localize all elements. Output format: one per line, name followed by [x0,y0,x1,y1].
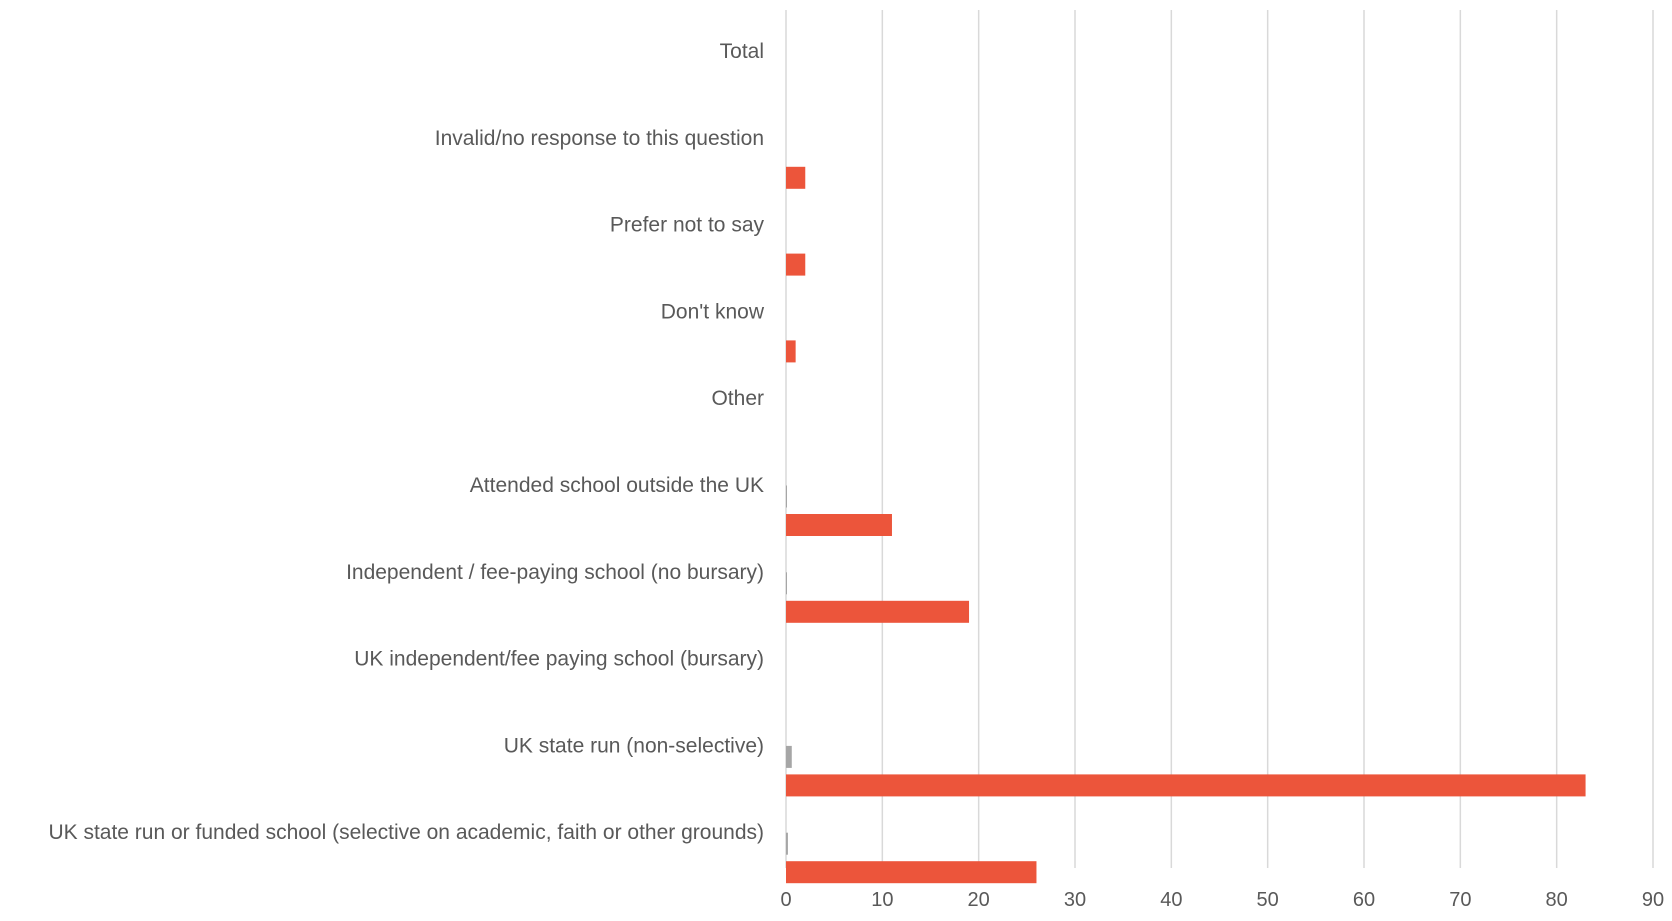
bar-series-2 [786,774,1586,797]
bars [786,166,1586,884]
bar-series-2 [786,861,1037,884]
bar-series-2 [786,514,892,536]
category-label: UK state run or funded school (selective… [48,821,764,844]
category-label: Other [711,387,764,410]
bar-series-1 [786,572,787,595]
category-label: Total [720,40,764,63]
bar-series-2 [786,166,806,189]
x-tick-label: 30 [1064,889,1086,911]
x-tick-label: 50 [1257,889,1279,911]
x-tick-label: 60 [1353,889,1375,911]
x-tick-label: 20 [968,889,990,911]
category-label: Prefer not to say [610,214,765,237]
x-tick-label: 90 [1642,889,1664,911]
x-tick-label: 70 [1449,889,1471,911]
bar-series-2 [786,340,796,363]
bar-series-2 [786,253,806,276]
x-tick-labels: 0 10 20 30 40 50 60 70 80 90 [780,889,1664,911]
bar-series-2 [786,600,970,623]
bar-series-1 [786,485,787,508]
category-label: Independent / fee-paying school (no burs… [346,561,764,584]
x-tick-label: 0 [780,889,791,911]
category-labels: Total Invalid/no response to this questio… [48,40,764,844]
category-label: Invalid/no response to this question [435,127,764,150]
category-label: Attended school outside the UK [470,474,764,497]
bar-series-1 [786,745,792,768]
x-tick-label: 10 [871,889,893,911]
x-tick-label: 80 [1546,889,1568,911]
category-label: Don't know [661,300,765,323]
gridlines [785,10,1654,868]
x-tick-label: 40 [1160,889,1182,911]
category-label: UK state run (non-selective) [504,734,764,757]
category-label: UK independent/fee paying school (bursar… [354,648,764,671]
bar-series-1 [786,832,788,855]
